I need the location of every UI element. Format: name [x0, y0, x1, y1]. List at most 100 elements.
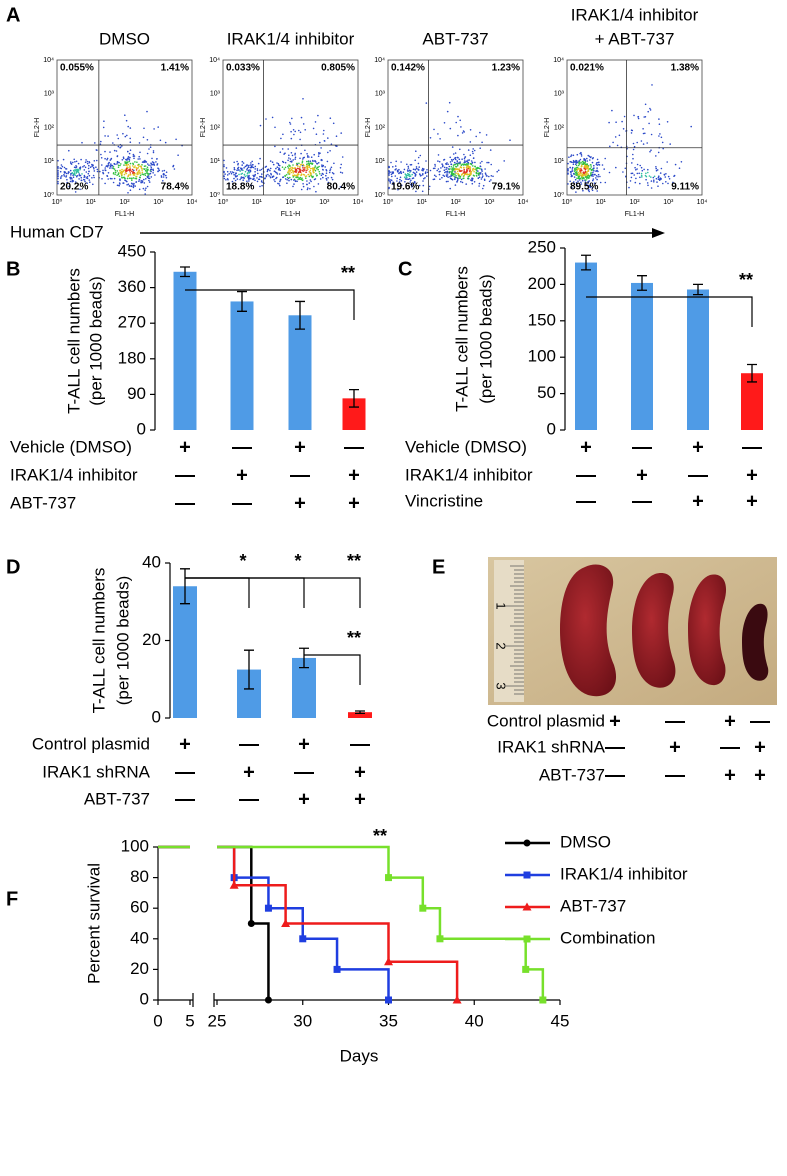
event-dot: [426, 175, 428, 177]
event-dot: [473, 170, 475, 173]
event-dot: [647, 171, 649, 174]
event-dot: [265, 174, 268, 177]
event-dot: [281, 166, 284, 168]
event-dot: [615, 121, 617, 123]
event-dot: [417, 162, 420, 165]
event-dot: [455, 121, 458, 124]
event-dot: [437, 133, 439, 135]
event-dot: [640, 174, 643, 177]
event-dot: [573, 176, 576, 178]
event-dot: [132, 173, 135, 175]
event-dot: [414, 174, 417, 176]
event-dot: [580, 181, 582, 184]
event-dot: [301, 179, 304, 182]
event-dot: [316, 162, 318, 165]
event-dot: [321, 165, 323, 168]
event-dot: [249, 164, 252, 166]
event-dot: [457, 173, 459, 175]
event-dot: [117, 137, 120, 140]
event-dot: [410, 163, 413, 166]
event-dot: [287, 167, 290, 169]
event-dot: [106, 175, 109, 177]
event-dot: [251, 160, 253, 163]
axis-label: Human CD7: [10, 222, 104, 241]
event-dot: [473, 181, 476, 183]
event-dot: [107, 178, 109, 180]
event-dot: [478, 176, 481, 178]
event-dot: [137, 158, 139, 160]
event-dot: [482, 184, 485, 187]
legend-label: Combination: [560, 928, 655, 947]
event-dot: [644, 132, 646, 135]
event-dot: [112, 142, 114, 144]
event-dot: [388, 172, 390, 175]
event-dot: [468, 175, 471, 177]
event-dot: [339, 167, 342, 169]
y-tick-label: 100: [121, 836, 149, 855]
event-dot: [65, 175, 68, 177]
annotation: **: [373, 826, 387, 846]
event-dot: [243, 167, 245, 169]
event-dot: [100, 153, 102, 156]
event-dot: [579, 152, 581, 155]
treatment-sign: —: [232, 492, 252, 514]
event-dot: [233, 177, 235, 180]
marker: [452, 995, 462, 1004]
event-dot: [636, 141, 638, 144]
error-bar: [581, 254, 591, 271]
event-dot: [588, 175, 590, 177]
event-dot: [317, 183, 320, 185]
event-dot: [277, 162, 280, 165]
event-dot: [391, 172, 394, 175]
x-tick-label: 10¹: [252, 199, 263, 206]
event-dot: [490, 175, 493, 177]
event-dot: [88, 174, 91, 177]
event-dot: [412, 168, 415, 171]
y-tick-label: 180: [118, 348, 146, 367]
event-dot: [110, 164, 112, 167]
treatment-sign: +: [179, 436, 191, 458]
event-dot: [424, 171, 427, 174]
event-dot: [126, 161, 129, 164]
event-dot: [111, 165, 113, 167]
event-dot: [321, 172, 324, 175]
event-dot: [124, 172, 127, 174]
event-dot: [388, 179, 390, 182]
event-dot: [223, 164, 225, 166]
event-dot: [299, 168, 302, 171]
event-dot: [293, 183, 295, 185]
event-dot: [78, 174, 81, 177]
event-dot: [454, 171, 456, 173]
event-dot: [580, 164, 583, 167]
event-dot: [317, 162, 320, 164]
event-dot: [636, 168, 638, 170]
legend-label: ABT-737: [560, 896, 626, 915]
event-dot: [630, 176, 633, 179]
event-dot: [150, 168, 152, 171]
event-dot: [142, 187, 145, 190]
event-dot: [453, 175, 455, 177]
event-dot: [408, 173, 411, 176]
event-dot: [307, 173, 310, 176]
event-dot: [586, 172, 588, 174]
event-dot: [233, 173, 235, 176]
y-tick-label: 10⁰: [209, 191, 220, 199]
event-dot: [242, 162, 245, 164]
event-dot: [136, 161, 138, 163]
event-dot: [474, 168, 476, 171]
event-dot: [580, 153, 583, 156]
event-dot: [445, 180, 448, 183]
event-dot: [404, 178, 407, 180]
event-dot: [250, 184, 253, 187]
event-dot: [284, 178, 287, 180]
event-dot: [618, 134, 621, 137]
event-dot: [65, 172, 68, 175]
event-dot: [105, 165, 107, 168]
event-dot: [449, 161, 452, 163]
treatment-sign: +: [746, 490, 758, 512]
event-dot: [302, 173, 305, 176]
event-dot: [104, 157, 106, 160]
event-dot: [269, 160, 272, 162]
event-dot: [579, 170, 582, 172]
event-dot: [71, 172, 73, 175]
